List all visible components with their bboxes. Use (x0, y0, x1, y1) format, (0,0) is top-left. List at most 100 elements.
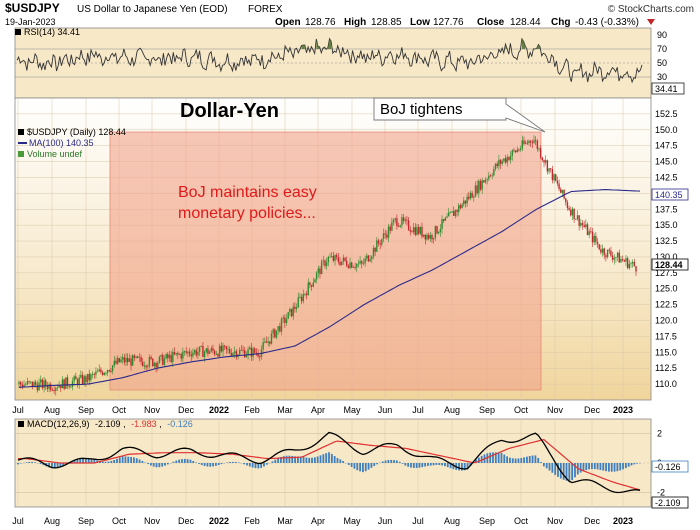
price-tick-label: 145.0 (655, 157, 678, 167)
macd-hist-bar (110, 460, 113, 463)
candle-body (371, 256, 373, 260)
macd-hist-bar (565, 463, 568, 481)
candle-body (178, 354, 181, 355)
candle-body (177, 352, 179, 355)
rsi-last-tag (651, 82, 685, 95)
candle-body (551, 169, 554, 181)
macd-hist-bar (624, 463, 627, 469)
candle-body (267, 341, 269, 343)
macd-hist-bar (200, 463, 203, 466)
macd-hist-bar (500, 452, 503, 463)
macd-hist-bar (217, 463, 220, 466)
candle-body (48, 384, 50, 389)
candle-body (330, 255, 333, 257)
candle-body (322, 260, 325, 262)
macd-hist-bar (370, 463, 373, 468)
candle-body (615, 257, 617, 259)
candle-body (295, 307, 298, 309)
x-tick-label: Jun (378, 516, 393, 526)
macd-hist-bar (87, 459, 90, 463)
signal-line (18, 438, 641, 491)
candle-body (132, 355, 134, 366)
candle-body (595, 235, 597, 242)
x-tick-label: Nov (144, 516, 161, 526)
candle-body (158, 356, 161, 363)
macd-hist-bar (381, 461, 384, 463)
macd-hist-bar (520, 458, 523, 463)
candle-body (342, 257, 345, 262)
macd-hist-bar (401, 463, 404, 464)
candle-body (419, 227, 422, 234)
macd-hist-bar (124, 456, 127, 463)
candle-body (553, 174, 555, 181)
candle-body (123, 357, 126, 363)
candle-body (36, 384, 39, 391)
candle-body (387, 226, 390, 238)
macd-hist-bar (466, 463, 469, 470)
macd-hist-bar (509, 457, 511, 463)
candle-body (603, 248, 605, 256)
candle-body (411, 231, 413, 233)
candle-body (55, 387, 57, 391)
candle-body (153, 362, 156, 367)
candle-body (488, 175, 490, 180)
macd-last-tag (651, 496, 689, 509)
macd-hist-bar (70, 461, 73, 463)
candle-body (138, 357, 141, 359)
macd-hist-bar (305, 457, 308, 463)
volume-legend-swatch (18, 151, 24, 157)
candle-body (183, 351, 186, 353)
macd-hist-bar (237, 462, 240, 463)
macd-hist-bar (158, 463, 161, 468)
candle-body (461, 204, 463, 209)
candle-body (469, 192, 472, 199)
candle-body (367, 255, 370, 262)
candle-body (580, 223, 582, 226)
candle-body (439, 228, 442, 233)
candle-body (605, 255, 607, 258)
candle-body (558, 183, 560, 190)
candle-body (511, 150, 513, 156)
candle-body (478, 180, 480, 194)
macd-hist-bar (593, 463, 596, 470)
rsi-overbought-area (521, 38, 526, 49)
candle-body (337, 257, 340, 262)
candle-body (456, 210, 458, 212)
macd-hist-bar (246, 463, 248, 466)
candle-body (314, 279, 316, 283)
candle-body (606, 249, 609, 258)
macd-hist-bar (263, 463, 265, 467)
candle-body (347, 265, 350, 268)
candle-body (170, 354, 172, 362)
rsi-last-value: 34.41 (655, 84, 678, 94)
macd-hist-bar (404, 463, 407, 466)
candle-body (113, 360, 116, 366)
macd-hist-bar (294, 456, 296, 463)
candle-body (145, 365, 147, 368)
candle-body (252, 348, 254, 357)
macd-hist-bar (189, 459, 192, 463)
candle-body (324, 260, 326, 267)
macd-hist-bar (243, 463, 246, 465)
macd-hist-bar (121, 456, 124, 463)
x-tick-label: Jul (412, 405, 424, 415)
macd-hist-bar (356, 463, 359, 471)
price-tick-label: 150.0 (655, 125, 678, 135)
macd-hist-bar (421, 463, 424, 468)
candle-body (421, 227, 423, 237)
candle-body (24, 384, 27, 386)
candle-body (344, 257, 346, 261)
macd-hist-bar (588, 463, 591, 470)
candle-body (613, 257, 615, 260)
macd-hist-bar (359, 463, 361, 472)
boj-note-line2: monetary policies... (178, 205, 316, 222)
price-tick-label: 137.5 (655, 204, 678, 214)
macd-hist-bar (226, 462, 229, 463)
candle-body (152, 358, 154, 367)
rsi-legend: RSI(14) 34.41 (24, 27, 80, 37)
candle-body (247, 349, 249, 355)
macd-hist-bar (350, 463, 353, 467)
candle-body (417, 227, 420, 234)
macd-hist-bar (449, 463, 452, 469)
candle-body (235, 351, 238, 358)
